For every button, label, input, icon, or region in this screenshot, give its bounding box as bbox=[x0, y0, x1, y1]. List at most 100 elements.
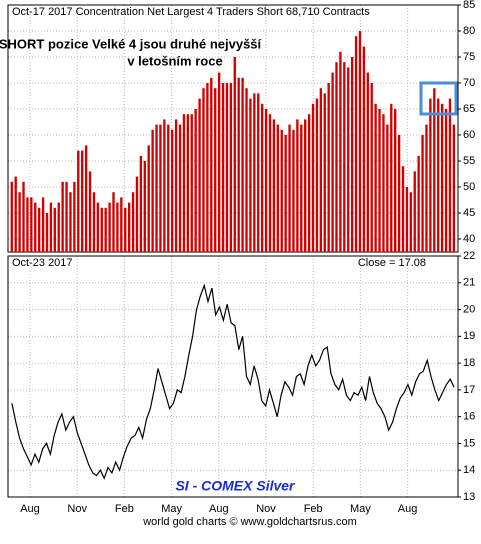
bar bbox=[135, 176, 139, 252]
y-tick-label: 13 bbox=[463, 491, 475, 503]
bar bbox=[96, 202, 100, 252]
bar bbox=[210, 77, 213, 252]
footer: world gold charts © www.goldchartsrus.co… bbox=[142, 516, 357, 528]
bar bbox=[214, 88, 217, 252]
bar bbox=[30, 197, 33, 252]
bar bbox=[323, 93, 326, 253]
bar bbox=[124, 207, 127, 252]
bar bbox=[448, 98, 452, 252]
bar bbox=[350, 57, 354, 252]
y-tick-label: 40 bbox=[463, 233, 475, 245]
bar bbox=[139, 155, 143, 252]
bar bbox=[69, 192, 72, 252]
x-tick-label: Aug bbox=[209, 503, 229, 515]
bar bbox=[45, 213, 49, 252]
y-tick-label: 22 bbox=[463, 250, 475, 262]
bar bbox=[73, 181, 76, 252]
y-tick-label: 70 bbox=[463, 77, 475, 89]
x-tick-label: May bbox=[350, 503, 371, 515]
bar bbox=[241, 77, 244, 252]
bar bbox=[413, 171, 416, 252]
bar bbox=[194, 109, 197, 252]
bar bbox=[108, 202, 111, 252]
bar bbox=[159, 124, 162, 252]
bar bbox=[171, 129, 174, 252]
bar bbox=[378, 109, 381, 252]
bar bbox=[335, 62, 338, 253]
series-label: SI - COMEX Silver bbox=[175, 478, 296, 494]
bar bbox=[22, 181, 25, 252]
bar bbox=[229, 83, 233, 252]
y-tick-label: 55 bbox=[463, 155, 475, 167]
bar bbox=[41, 197, 45, 252]
x-tick-label: Feb bbox=[304, 503, 323, 515]
y-tick-label: 75 bbox=[463, 51, 475, 63]
bar bbox=[347, 67, 350, 253]
y-tick-label: 20 bbox=[463, 303, 475, 315]
bar bbox=[65, 181, 68, 252]
bar bbox=[409, 192, 412, 252]
bar bbox=[163, 119, 166, 253]
bar bbox=[386, 124, 389, 252]
bar bbox=[182, 114, 186, 252]
x-tick-label: Aug bbox=[398, 503, 418, 515]
bar bbox=[190, 114, 193, 252]
bar bbox=[370, 83, 373, 252]
annotation: SHORT pozice Velké 4 jsou druhé nejvyšší bbox=[0, 36, 262, 51]
y-tick-label: 15 bbox=[463, 437, 475, 449]
bar bbox=[405, 187, 409, 252]
bar bbox=[18, 192, 21, 252]
bar bbox=[225, 83, 229, 252]
x-tick-label: May bbox=[161, 503, 182, 515]
bar bbox=[429, 98, 432, 252]
bar bbox=[112, 192, 115, 252]
close-label: Close = 17.08 bbox=[358, 257, 426, 269]
bar bbox=[331, 72, 334, 252]
bar bbox=[116, 202, 119, 252]
bar bbox=[14, 176, 17, 252]
bar bbox=[127, 202, 131, 252]
bar bbox=[92, 192, 96, 252]
y-tick-label: 85 bbox=[463, 0, 475, 11]
bar bbox=[394, 109, 397, 252]
y-tick-label: 65 bbox=[463, 103, 475, 115]
bar bbox=[167, 124, 170, 252]
bar bbox=[77, 150, 80, 252]
bar bbox=[104, 207, 107, 252]
bar bbox=[143, 161, 146, 252]
bar bbox=[354, 36, 358, 253]
bar bbox=[217, 72, 221, 252]
y-tick-label: 19 bbox=[463, 330, 475, 342]
bar bbox=[131, 192, 135, 252]
bar bbox=[198, 98, 201, 252]
bar bbox=[245, 88, 248, 252]
bar bbox=[260, 103, 264, 252]
bar bbox=[319, 88, 323, 252]
bar bbox=[155, 124, 158, 252]
x-tick-label: Feb bbox=[115, 503, 134, 515]
y-tick-label: 17 bbox=[463, 384, 475, 396]
price-line bbox=[11, 283, 455, 480]
bar bbox=[264, 109, 268, 252]
bar bbox=[401, 166, 405, 252]
bar bbox=[374, 103, 377, 252]
bar bbox=[202, 88, 205, 252]
bar bbox=[186, 114, 189, 252]
highlight-box bbox=[419, 81, 458, 116]
bar bbox=[276, 124, 279, 252]
bar bbox=[272, 119, 276, 253]
bar bbox=[296, 119, 299, 253]
y-tick-label: 18 bbox=[463, 357, 475, 369]
bar bbox=[147, 145, 150, 252]
bar bbox=[10, 181, 13, 252]
bar bbox=[81, 150, 84, 252]
bar bbox=[237, 77, 240, 252]
bar bbox=[343, 62, 346, 253]
bar bbox=[26, 197, 29, 252]
bar bbox=[425, 124, 428, 252]
bar bbox=[440, 103, 444, 252]
bar bbox=[444, 109, 448, 252]
top-frame bbox=[7, 4, 459, 253]
bar bbox=[390, 103, 393, 252]
